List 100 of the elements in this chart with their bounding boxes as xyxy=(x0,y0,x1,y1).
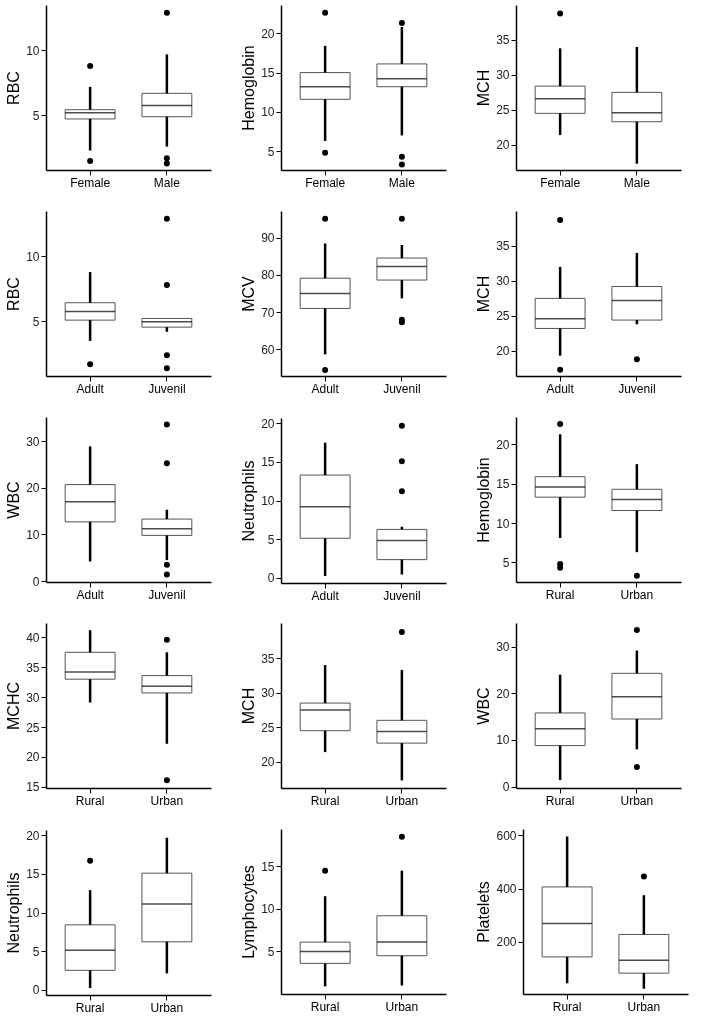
y-tick-label: 5 xyxy=(267,944,275,959)
y-tick-label: 0 xyxy=(267,571,275,586)
y-tick-label: 5 xyxy=(267,532,275,547)
x-tick-label: Rural xyxy=(75,1000,105,1015)
y-tick-label: 60 xyxy=(261,343,275,357)
y-axis-title: MCH xyxy=(475,275,493,313)
y-tick-label: 10 xyxy=(26,249,40,264)
x-tick-label: Adult xyxy=(311,588,340,603)
x-tick-label: Urban xyxy=(385,999,419,1014)
x-tick-label: Urban xyxy=(627,999,661,1014)
y-tick-label: 20 xyxy=(26,481,40,496)
y-tick-label: 15 xyxy=(261,859,275,874)
x-tick-label: Juvenil xyxy=(618,381,656,396)
x-tick-label: Female xyxy=(540,175,581,190)
y-tick-label: 30 xyxy=(261,686,275,701)
y-tick-label: 25 xyxy=(496,103,510,118)
y-tick-label: 40 xyxy=(26,630,40,645)
x-tick-label: Juvenil xyxy=(148,587,186,602)
y-tick-label: 20 xyxy=(261,26,275,41)
y-tick-label: 35 xyxy=(26,660,40,675)
x-tick-label: Female xyxy=(305,175,346,190)
y-tick-label: 5 xyxy=(502,555,510,570)
y-tick-label: 25 xyxy=(496,309,510,324)
y-tick-label: 5 xyxy=(32,314,40,329)
x-tick-label: Male xyxy=(153,175,181,190)
y-tick-label: 30 xyxy=(496,68,510,83)
y-tick-label: 10 xyxy=(26,906,40,920)
y-tick-label: 0 xyxy=(502,780,510,795)
x-tick-label: Rural xyxy=(310,999,340,1014)
y-axis-title: MCV xyxy=(240,275,258,312)
y-tick-label: 10 xyxy=(496,516,510,531)
y-tick-label: 400 xyxy=(496,882,517,897)
y-axis-title: MCHC xyxy=(5,682,23,730)
x-tick-label: Rural xyxy=(545,793,575,808)
y-tick-label: 5 xyxy=(267,144,275,159)
x-tick-label: Juvenil xyxy=(148,381,186,396)
y-tick-label: 10 xyxy=(26,43,40,58)
y-tick-label: 80 xyxy=(261,268,275,283)
y-tick-label: 10 xyxy=(261,494,275,508)
y-tick-label: 30 xyxy=(26,690,40,705)
x-tick-label: Adult xyxy=(546,381,575,396)
x-tick-label: Juvenil xyxy=(383,381,421,396)
y-tick-label: 70 xyxy=(261,305,275,320)
y-tick-label: 10 xyxy=(261,902,275,917)
y-tick-label: 200 xyxy=(496,935,517,950)
y-tick-label: 0 xyxy=(32,574,40,589)
y-axis-title: WBC xyxy=(475,687,493,725)
y-tick-label: 15 xyxy=(261,455,275,470)
y-tick-label: 10 xyxy=(26,527,40,542)
y-tick-label: 0 xyxy=(32,983,40,998)
y-tick-label: 35 xyxy=(496,33,510,48)
y-tick-label: 5 xyxy=(32,944,40,959)
y-tick-label: 15 xyxy=(26,780,40,795)
y-axis-title: Hemoglobin xyxy=(475,457,493,543)
y-tick-label: 20 xyxy=(26,750,40,765)
x-tick-label: Urban xyxy=(385,793,419,808)
x-tick-label: Urban xyxy=(620,793,654,808)
y-axis-title: RBC xyxy=(5,71,23,105)
y-tick-label: 15 xyxy=(496,477,510,492)
y-axis-title: Lymphocytes xyxy=(240,865,258,959)
y-tick-label: 20 xyxy=(496,344,510,359)
x-tick-label: Juvenil xyxy=(383,588,421,603)
y-tick-label: 15 xyxy=(261,66,275,81)
y-tick-label: 20 xyxy=(496,138,510,153)
x-tick-label: Adult xyxy=(76,587,105,602)
x-tick-label: Rural xyxy=(75,793,105,808)
x-tick-label: Male xyxy=(388,175,416,190)
x-tick-label: Adult xyxy=(311,381,340,396)
y-tick-label: 30 xyxy=(496,640,510,655)
y-tick-label: 25 xyxy=(26,720,40,735)
y-tick-label: 30 xyxy=(496,274,510,289)
y-tick-label: 10 xyxy=(496,733,510,748)
y-tick-label: 90 xyxy=(261,231,275,245)
x-tick-label: Urban xyxy=(150,793,184,808)
y-tick-label: 20 xyxy=(26,828,40,843)
x-tick-label: Male xyxy=(623,175,651,190)
y-axis-title: MCH xyxy=(240,687,258,725)
y-tick-label: 35 xyxy=(496,239,510,254)
y-tick-label: 20 xyxy=(496,686,510,701)
x-tick-label: Urban xyxy=(150,1000,184,1015)
y-axis-title: Neutrophils xyxy=(240,460,258,542)
y-tick-label: 600 xyxy=(496,828,517,843)
y-tick-label: 10 xyxy=(261,105,275,120)
x-tick-label: Rural xyxy=(310,793,340,808)
y-tick-label: 5 xyxy=(32,108,40,123)
x-tick-label: Female xyxy=(70,175,111,190)
y-axis-title: RBC xyxy=(5,277,23,311)
y-tick-label: 25 xyxy=(261,720,275,735)
x-tick-label: Urban xyxy=(620,587,654,602)
y-tick-label: 20 xyxy=(261,755,275,770)
y-axis-title: Neutrophils xyxy=(5,872,23,954)
y-axis-title: MCH xyxy=(475,69,493,107)
x-tick-label: Adult xyxy=(76,381,105,396)
y-tick-label: 20 xyxy=(496,438,510,452)
y-tick-label: 15 xyxy=(26,867,40,882)
y-tick-label: 30 xyxy=(26,434,40,449)
x-tick-label: Rural xyxy=(552,999,582,1014)
y-axis-title: Platelets xyxy=(475,881,493,943)
y-axis-title: WBC xyxy=(5,481,23,519)
x-tick-label: Rural xyxy=(545,587,575,602)
